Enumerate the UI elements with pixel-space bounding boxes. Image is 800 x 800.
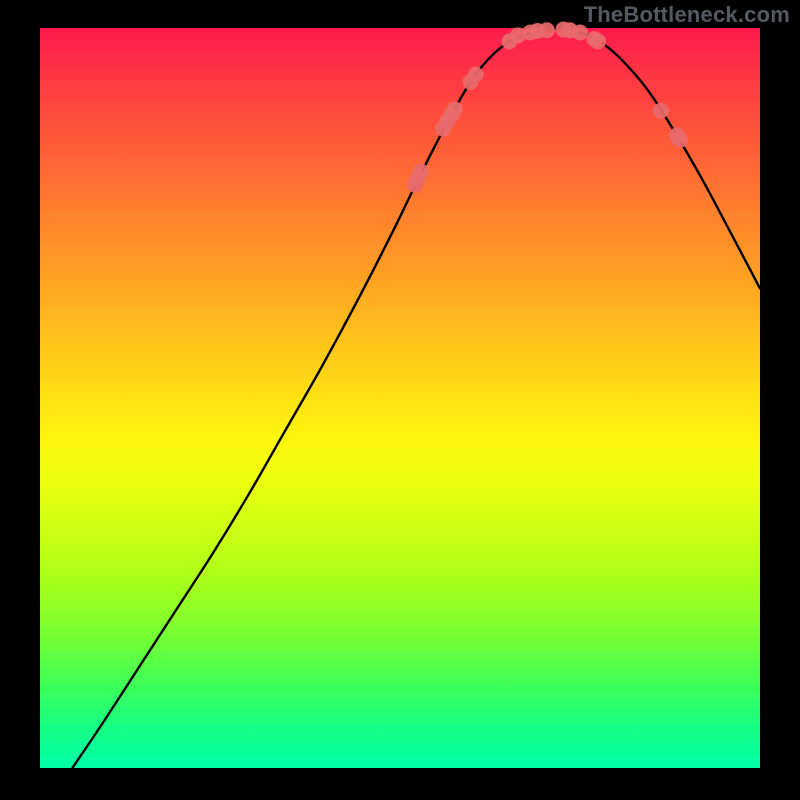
data-point [468, 67, 484, 83]
data-point [413, 164, 429, 180]
chart-container: TheBottleneck.com [0, 0, 800, 800]
plot-background [40, 28, 760, 768]
bottleneck-curve-chart [0, 0, 800, 800]
data-point [590, 33, 606, 49]
optimal-zone-band [40, 759, 760, 768]
data-point [672, 132, 688, 148]
data-point [447, 101, 463, 117]
watermark-text: TheBottleneck.com [584, 2, 790, 28]
data-point [539, 22, 555, 38]
data-point [653, 103, 669, 119]
